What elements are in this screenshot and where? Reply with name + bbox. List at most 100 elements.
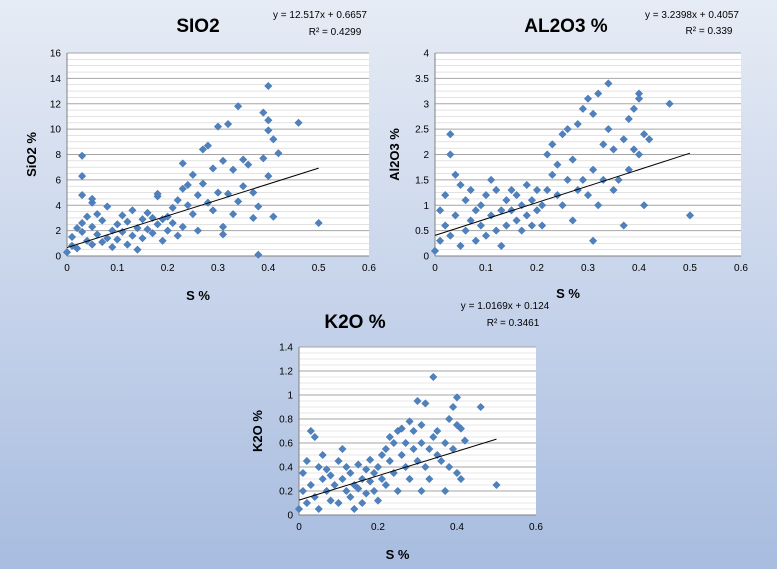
data-point — [548, 140, 557, 149]
data-point — [578, 104, 587, 113]
data-point — [346, 492, 355, 502]
data-point — [589, 109, 598, 118]
y-tick-label: 3.5 — [415, 74, 429, 85]
data-point — [381, 480, 390, 490]
x-axis-label: S % — [386, 547, 410, 562]
data-point — [604, 79, 613, 88]
x-tick-label: 0 — [64, 263, 70, 274]
data-point — [543, 185, 552, 195]
data-point — [381, 444, 390, 454]
data-point — [310, 432, 319, 442]
data-point — [594, 201, 603, 210]
data-point — [298, 468, 308, 478]
data-point — [168, 218, 177, 228]
data-point — [640, 130, 649, 139]
data-point — [532, 185, 542, 195]
y-tick-label: 14 — [50, 74, 62, 85]
data-point — [264, 81, 273, 91]
data-point — [148, 213, 157, 223]
data-point — [397, 424, 406, 433]
data-point — [417, 486, 426, 496]
data-point — [326, 496, 335, 505]
data-point — [589, 165, 598, 174]
data-point — [433, 426, 442, 436]
data-point — [366, 455, 375, 464]
data-point — [78, 227, 87, 236]
data-point — [318, 450, 327, 460]
data-point — [481, 231, 491, 240]
data-point — [532, 206, 542, 215]
y-tick-label: 0.2 — [279, 487, 293, 498]
y-tick-label: 0.5 — [415, 226, 429, 237]
data-point — [441, 221, 450, 230]
data-point — [634, 94, 644, 103]
r-squared-label: R² = 0.4299 — [309, 27, 362, 38]
data-point — [522, 180, 531, 190]
data-point — [183, 180, 192, 190]
y-tick-label: 2 — [55, 226, 61, 237]
data-point — [229, 210, 238, 219]
data-point — [88, 222, 97, 231]
data-point — [208, 206, 218, 215]
data-point — [269, 135, 278, 144]
data-point — [254, 202, 263, 211]
data-point — [446, 130, 455, 139]
data-point — [609, 185, 618, 195]
data-point — [362, 489, 371, 498]
y-tick-label: 1.4 — [279, 343, 293, 354]
data-point — [373, 496, 383, 505]
x-axis-label: S % — [556, 286, 580, 301]
data-point — [314, 504, 323, 514]
data-point — [138, 215, 147, 224]
y-tick-label: 0 — [287, 511, 293, 522]
data-point — [436, 236, 445, 245]
data-point — [239, 155, 248, 164]
data-point — [629, 104, 638, 113]
data-point — [294, 118, 303, 127]
data-point — [334, 456, 343, 466]
data-point — [342, 462, 351, 472]
data-point — [441, 191, 450, 200]
data-point — [302, 456, 311, 466]
data-point — [78, 191, 87, 200]
data-point — [456, 180, 465, 190]
data-point — [466, 185, 475, 195]
data-point — [153, 189, 162, 198]
data-point — [456, 241, 465, 250]
data-point — [113, 235, 122, 244]
data-point — [223, 119, 233, 129]
data-point — [476, 402, 485, 412]
data-point — [78, 171, 87, 181]
data-point — [223, 189, 233, 198]
trendline-equation: y = 3.2398x + 0.4057 — [645, 10, 739, 21]
data-point — [512, 191, 521, 200]
y-axis-label: Al2O3 % — [387, 128, 402, 181]
data-point — [502, 221, 511, 230]
data-point — [389, 438, 398, 448]
data-point — [318, 474, 327, 484]
data-point — [108, 243, 117, 252]
data-point — [239, 182, 248, 191]
data-point — [269, 212, 278, 221]
data-point — [393, 486, 402, 496]
y-tick-label: 1 — [287, 391, 293, 402]
data-point — [543, 150, 552, 159]
y-tick-label: 4 — [423, 49, 429, 60]
data-point — [425, 474, 434, 484]
data-point — [538, 201, 547, 210]
data-point — [229, 165, 238, 174]
data-point — [346, 468, 355, 478]
data-point — [492, 226, 501, 235]
x-tick-label: 0.6 — [734, 263, 748, 274]
data-point — [322, 486, 331, 496]
data-point — [429, 432, 438, 442]
y-tick-label: 4 — [55, 201, 61, 212]
data-point — [362, 465, 371, 474]
chart-title: SIO2 — [176, 16, 219, 37]
data-point — [338, 474, 347, 484]
data-point — [306, 480, 315, 490]
data-point — [609, 145, 618, 154]
data-point — [350, 504, 359, 514]
data-point — [259, 154, 268, 163]
y-tick-label: 0 — [55, 252, 61, 263]
